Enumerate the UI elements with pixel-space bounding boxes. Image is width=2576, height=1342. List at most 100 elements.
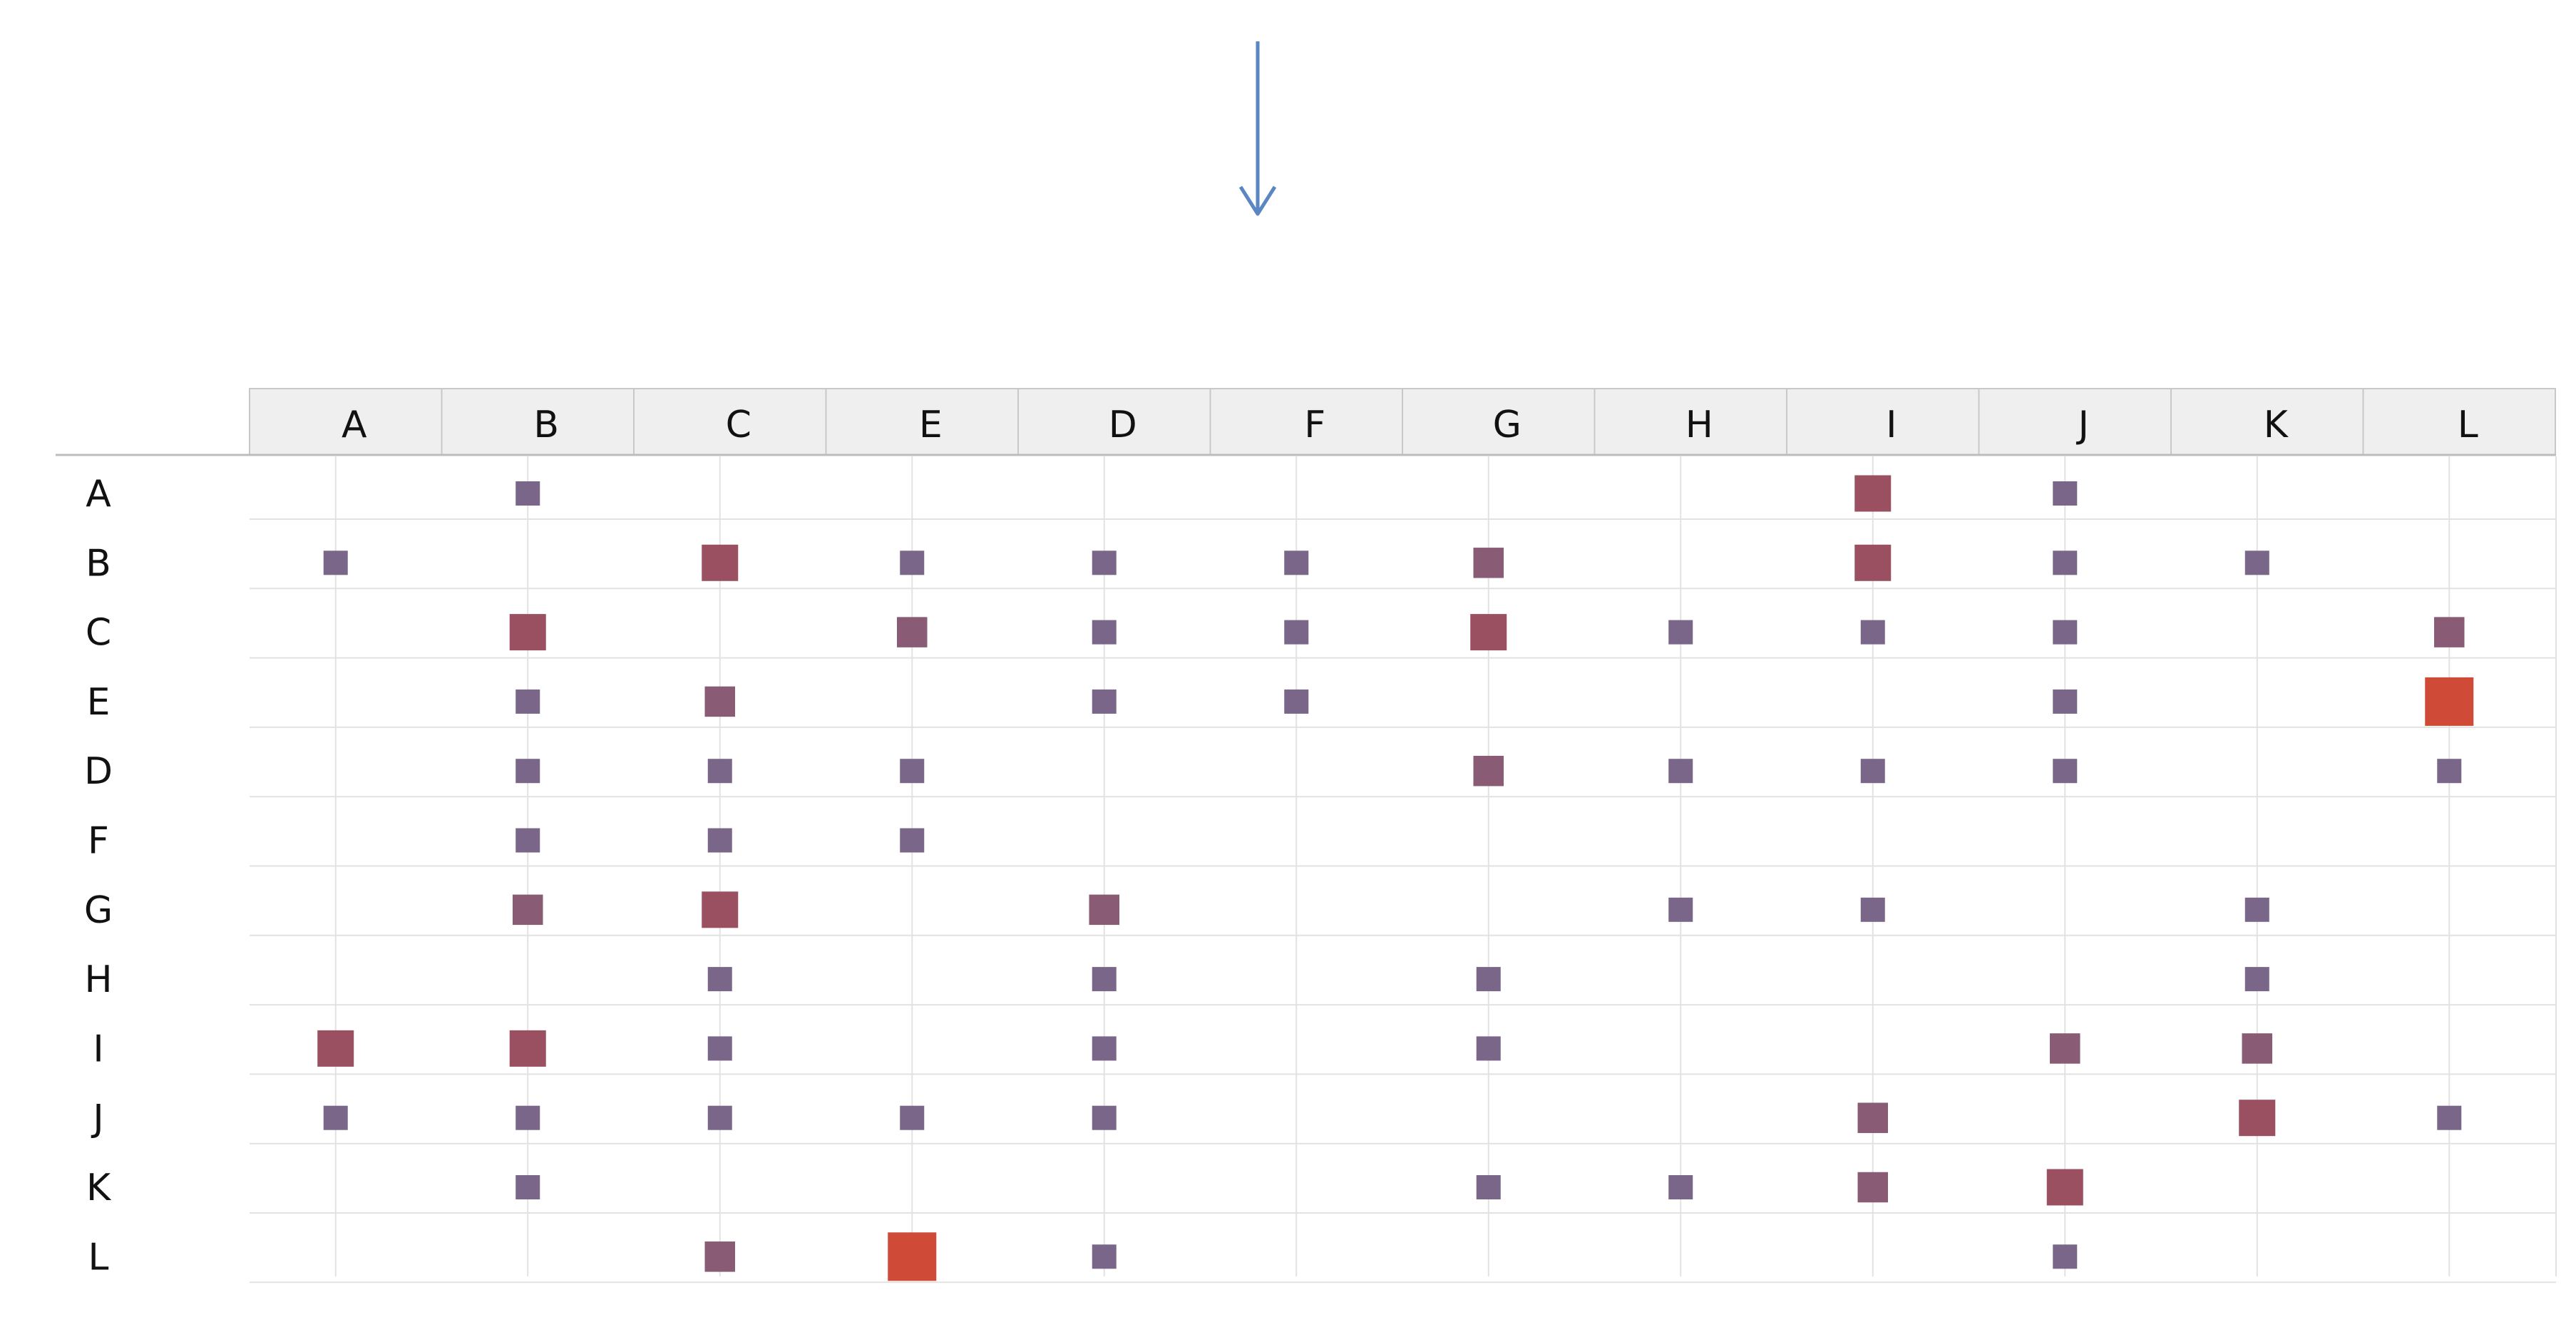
- matrix-cell-D-E: [900, 759, 925, 784]
- matrix-cell-D-L: [2437, 759, 2462, 784]
- matrix-cell-C-L: [2434, 617, 2465, 647]
- matrix-cell-B-G: [1473, 548, 1504, 578]
- matrix-cell-C-H: [1668, 620, 1693, 645]
- matrix-cell-J-E: [900, 1105, 925, 1130]
- matrix-cell-D-I: [1860, 759, 1885, 784]
- column-label: B: [533, 404, 559, 446]
- matrix-cell-I-D: [1092, 1036, 1117, 1061]
- matrix-cell-G-B: [513, 894, 543, 926]
- column-label: A: [342, 404, 367, 446]
- matrix-cell-E-D: [1092, 689, 1117, 714]
- matrix-cell-K-I: [1857, 1172, 1888, 1203]
- matrix-cell-G-I: [1860, 897, 1885, 922]
- matrix-cell-B-I: [1854, 544, 1892, 581]
- matrix-cell-H-C: [707, 967, 732, 992]
- row-label: I: [93, 1028, 103, 1070]
- matrix-cell-B-D: [1092, 550, 1117, 575]
- column-header-cell: [1402, 388, 1596, 456]
- matrix-cell-B-K: [2244, 550, 2269, 575]
- matrix-cell-E-L: [2425, 677, 2474, 726]
- grid-lines: [250, 456, 2557, 1284]
- row-label: F: [88, 820, 109, 863]
- matrix-cell-C-B: [509, 614, 546, 651]
- matrix-cell-E-B: [515, 689, 540, 714]
- matrix-cell-B-C: [702, 544, 739, 581]
- row-label: C: [86, 612, 111, 655]
- column-label: C: [726, 404, 751, 446]
- column-header-cell: [633, 388, 827, 456]
- matrix-cell-I-K: [2242, 1033, 2272, 1064]
- column-label: H: [1685, 404, 1713, 446]
- column-header-cell: [1209, 388, 1403, 456]
- matrix-cell-J-I: [1857, 1102, 1888, 1133]
- matrix-cell-G-D: [1089, 894, 1119, 926]
- matrix-cell-A-B: [515, 481, 540, 506]
- column-label: D: [1109, 404, 1137, 446]
- row-label: L: [88, 1236, 109, 1279]
- row-label: A: [86, 473, 111, 516]
- matrix-cell-J-A: [323, 1105, 348, 1130]
- matrix-cell-K-H: [1668, 1175, 1693, 1199]
- matrix-cell-J-D: [1092, 1105, 1117, 1130]
- matrix-cells: [317, 475, 2474, 1281]
- column-header-cell: [1786, 388, 1980, 456]
- matrix-cell-A-I: [1854, 475, 1892, 512]
- matrix-cell-J-B: [515, 1105, 540, 1130]
- matrix-cell-H-G: [1476, 967, 1501, 992]
- arrow-head: [1238, 185, 1277, 216]
- row-label: K: [86, 1167, 112, 1209]
- matrix-cell-I-B: [509, 1030, 546, 1067]
- row-label: J: [91, 1097, 103, 1140]
- row-label: D: [84, 750, 113, 793]
- matrix-cell-L-D: [1092, 1244, 1117, 1269]
- matrix-cell-D-G: [1473, 755, 1504, 787]
- column-label: L: [2458, 404, 2478, 446]
- matrix-cell-C-D: [1092, 620, 1117, 645]
- matrix-cell-H-K: [2244, 967, 2269, 992]
- matrix-cell-B-F: [1284, 550, 1309, 575]
- matrix-cell-G-C: [702, 891, 739, 928]
- matrix-cell-B-J: [2053, 550, 2078, 575]
- column-label: E: [919, 404, 943, 446]
- column-label: G: [1493, 404, 1522, 446]
- matrix-cell-F-B: [515, 828, 540, 853]
- matrix-cell-D-C: [707, 759, 732, 784]
- matrix-cell-J-K: [2239, 1100, 2276, 1137]
- matrix-cell-B-A: [323, 550, 348, 575]
- matrix-cell-I-C: [707, 1036, 732, 1061]
- matrix-cell-C-I: [1860, 620, 1885, 645]
- column-label: J: [2076, 404, 2089, 446]
- matrix-cell-D-J: [2053, 759, 2078, 784]
- matrix-cell-C-E: [897, 617, 928, 647]
- matrix-cell-I-G: [1476, 1036, 1501, 1061]
- column-header-cell: [825, 388, 1019, 456]
- row-label: E: [87, 681, 111, 724]
- matrix-cell-B-E: [900, 550, 925, 575]
- matrix-cell-I-J: [2050, 1033, 2080, 1064]
- column-header-cell: [249, 388, 443, 456]
- matrix-cell-D-H: [1668, 759, 1693, 784]
- matrix-cell-K-G: [1476, 1175, 1501, 1199]
- matrix-cell-K-J: [2046, 1169, 2083, 1206]
- down-arrow-icon: [1238, 41, 1277, 216]
- column-label: I: [1886, 404, 1897, 446]
- column-header-cell: [2362, 388, 2556, 456]
- matrix-cell-A-J: [2053, 481, 2078, 506]
- matrix-cell-E-C: [704, 686, 735, 717]
- row-label: B: [86, 542, 111, 585]
- matrix-cell-C-G: [1470, 614, 1507, 651]
- matrix-cell-K-B: [515, 1175, 540, 1199]
- matrix-cell-L-J: [2053, 1244, 2078, 1269]
- matrix-cell-L-E: [888, 1232, 937, 1281]
- matrix-cell-C-F: [1284, 620, 1309, 645]
- row-label: H: [84, 958, 112, 1001]
- matrix-cell-G-H: [1668, 897, 1693, 922]
- matrix-cell-H-D: [1092, 967, 1117, 992]
- column-label: K: [2264, 404, 2289, 446]
- column-header-cell: [441, 388, 635, 456]
- matrix-cell-C-J: [2053, 620, 2078, 645]
- matrix-cell-F-E: [900, 828, 925, 853]
